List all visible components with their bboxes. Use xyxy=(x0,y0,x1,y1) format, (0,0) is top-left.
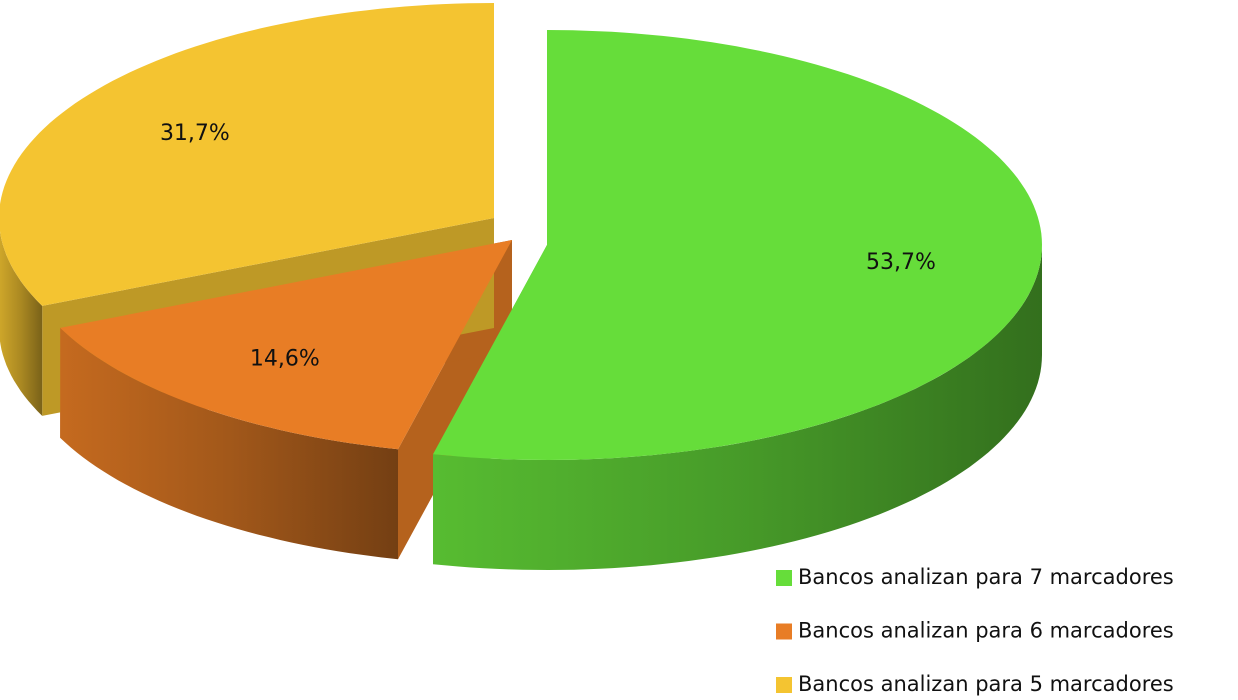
legend-swatch xyxy=(776,623,792,640)
slice-wall xyxy=(60,327,398,560)
value-label: 31,7% xyxy=(160,121,230,146)
legend-label: Bancos analizan para 5 marcadores xyxy=(798,672,1174,696)
value-label: 53,7% xyxy=(866,250,936,275)
slice xyxy=(433,30,1042,460)
slice-wall xyxy=(0,231,43,416)
value-label: 14,6% xyxy=(250,346,320,371)
legend-label: Bancos analizan para 6 marcadores xyxy=(798,619,1174,643)
slice xyxy=(60,240,512,450)
legend-swatch xyxy=(776,570,792,586)
slice-wall xyxy=(433,245,1042,570)
legend-swatch xyxy=(776,677,792,693)
slice xyxy=(0,3,494,306)
legend-label: Bancos analizan para 7 marcadores xyxy=(798,565,1174,589)
